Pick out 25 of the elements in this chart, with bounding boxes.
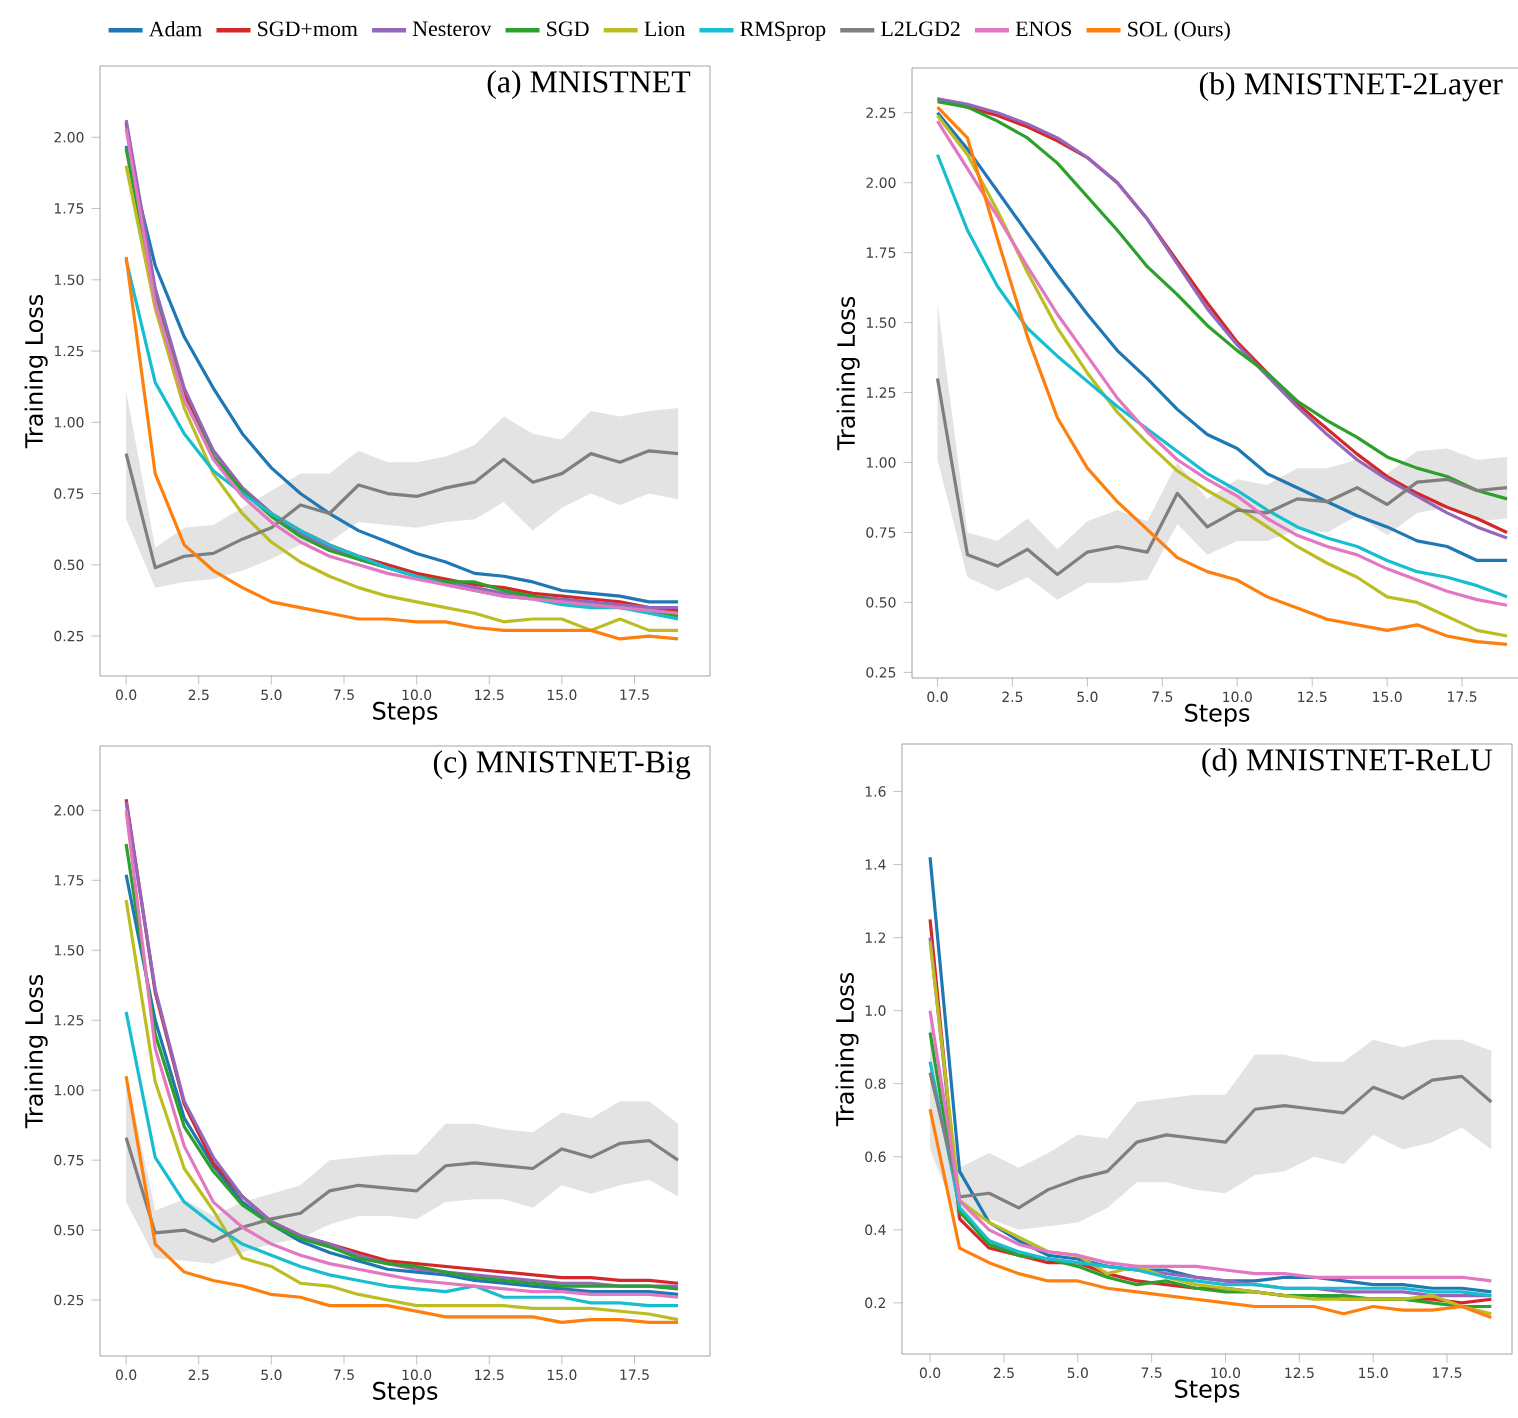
chart-title: (d) MNISTNET-ReLU bbox=[1202, 748, 1493, 778]
line-series bbox=[928, 1071, 1493, 1210]
x-axis-title: Steps bbox=[1175, 1379, 1240, 1403]
legend-label: SGD+mom bbox=[258, 21, 358, 37]
x-axis-title: Steps bbox=[1185, 703, 1250, 727]
legend-label: RMSprop bbox=[740, 21, 826, 41]
y-axis-title: Training Loss bbox=[836, 296, 860, 451]
x-axis-title: Steps bbox=[373, 701, 438, 725]
x-axis-title: Steps bbox=[373, 1381, 438, 1405]
legend-label: SOL (Ours) bbox=[1128, 21, 1230, 41]
legend-label: L2LGD2 bbox=[881, 21, 960, 37]
chart-title: (b) MNISTNET-2Layer bbox=[1199, 72, 1503, 102]
legend-label: SGD bbox=[547, 21, 589, 37]
legend-label: Lion bbox=[644, 21, 685, 37]
line-series bbox=[124, 449, 680, 570]
y-axis-title: Training Loss bbox=[24, 974, 48, 1129]
chart-title: (c) MNISTNET-Big bbox=[433, 750, 691, 780]
y-axis-title: Training Loss bbox=[835, 972, 859, 1127]
line-series bbox=[935, 376, 1509, 577]
legend-label: Adam bbox=[148, 21, 202, 37]
legend-label: Nesterov bbox=[412, 21, 492, 37]
legend-label: ENOS bbox=[1015, 21, 1072, 37]
chart-title: (a) MNISTNET bbox=[487, 70, 691, 100]
y-axis-title: Training Loss bbox=[24, 294, 48, 449]
line-series bbox=[928, 855, 1493, 1294]
